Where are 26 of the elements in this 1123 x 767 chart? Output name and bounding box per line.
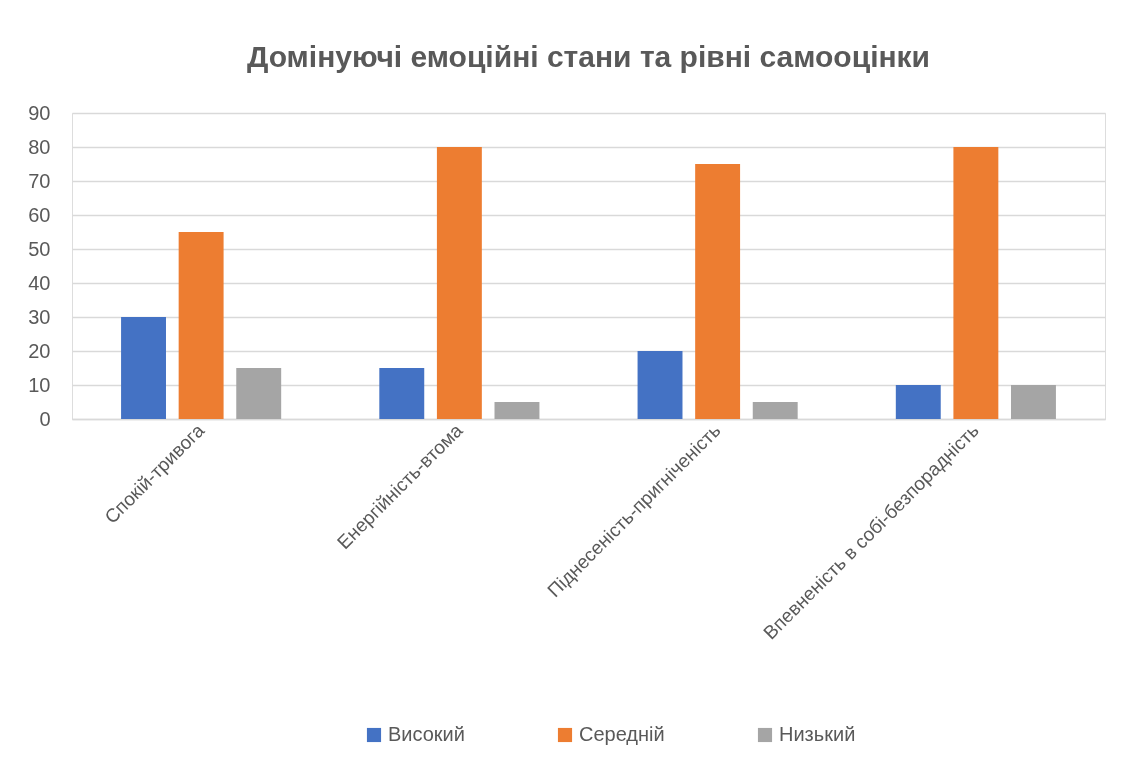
y-tick-label: 10 — [28, 373, 51, 396]
bar — [895, 385, 941, 419]
bar — [379, 368, 425, 419]
y-tick-label: 90 — [28, 101, 51, 124]
y-tick-label: 80 — [28, 135, 51, 158]
bar — [1011, 385, 1056, 419]
y-tick-label: 40 — [28, 271, 51, 294]
legend-label: Низький — [779, 723, 856, 745]
y-tick-label: 50 — [28, 237, 51, 260]
bar — [436, 147, 482, 419]
bar — [637, 351, 683, 419]
bar — [695, 164, 741, 419]
y-tick-label: 0 — [39, 407, 51, 430]
bar — [236, 368, 282, 419]
bar — [953, 147, 999, 419]
chart-title: Домінуючі емоційні стани та рівні самооцінки — [246, 40, 931, 73]
bar — [121, 317, 166, 419]
bar — [494, 402, 540, 419]
y-tick-label: 30 — [28, 305, 51, 328]
legend-label: Середній — [579, 723, 665, 745]
bar — [752, 402, 798, 419]
y-tick-label: 60 — [28, 203, 51, 226]
y-tick-label: 20 — [28, 339, 51, 362]
legend-label: Високий — [388, 723, 465, 745]
bar — [178, 232, 224, 419]
y-tick-label: 70 — [28, 169, 51, 192]
